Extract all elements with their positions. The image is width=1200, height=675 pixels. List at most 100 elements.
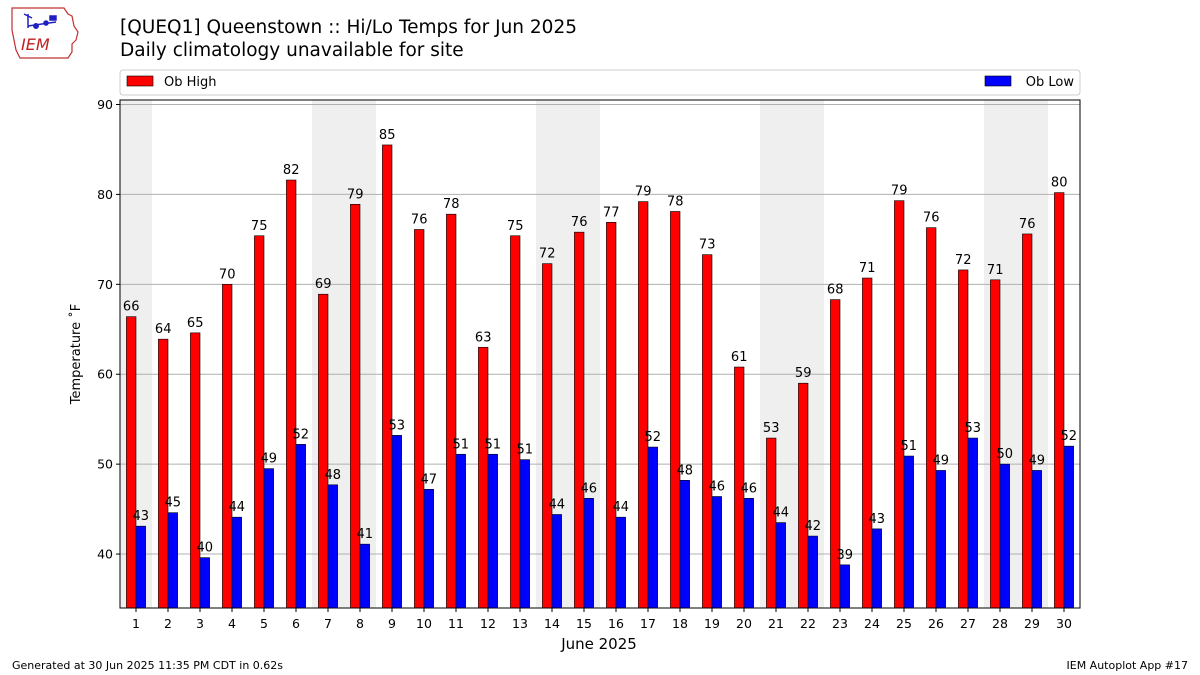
label-low-day-23: 39 xyxy=(837,548,854,563)
label-low-day-29: 49 xyxy=(1029,453,1046,468)
bar-low-day-18 xyxy=(679,480,690,609)
x-tick-label-9: 9 xyxy=(388,616,396,631)
bar-low-day-2 xyxy=(167,512,178,609)
label-low-day-15: 46 xyxy=(581,481,598,496)
bar-low-day-22 xyxy=(807,535,818,609)
bar-low-day-1 xyxy=(135,525,146,609)
y-tick-label-70: 70 xyxy=(97,277,113,292)
bar-low-day-5 xyxy=(263,468,274,609)
label-low-day-17: 52 xyxy=(645,430,662,445)
label-high-day-21: 53 xyxy=(763,421,780,436)
bar-high-day-12 xyxy=(478,346,489,609)
label-high-day-13: 75 xyxy=(507,219,524,234)
bar-high-day-16 xyxy=(606,221,617,609)
bar-low-day-11 xyxy=(455,453,466,609)
label-low-day-19: 46 xyxy=(709,480,726,495)
label-low-day-9: 53 xyxy=(389,418,406,433)
bar-low-day-8 xyxy=(359,543,370,609)
label-high-day-20: 61 xyxy=(731,350,748,365)
app-credit: IEM Autoplot App #17 xyxy=(1066,659,1189,672)
legend-label-high: Ob High xyxy=(164,75,217,90)
x-tick-label-29: 29 xyxy=(1024,616,1040,631)
y-tick-label-50: 50 xyxy=(97,457,113,472)
label-high-day-17: 79 xyxy=(635,185,652,200)
label-high-day-5: 75 xyxy=(251,219,268,234)
x-tick-label-21: 21 xyxy=(768,616,784,631)
bar-high-day-21 xyxy=(766,437,777,609)
label-low-day-21: 44 xyxy=(773,506,790,521)
legend: Ob High Ob Low xyxy=(119,69,1081,96)
label-low-day-27: 53 xyxy=(965,421,982,436)
label-high-day-29: 76 xyxy=(1019,217,1036,232)
label-low-day-10: 47 xyxy=(421,472,438,487)
x-tick-label-7: 7 xyxy=(324,616,332,631)
bar-low-day-14 xyxy=(551,514,562,609)
label-low-day-7: 48 xyxy=(325,468,342,483)
bar-high-day-22 xyxy=(798,382,809,609)
bar-high-day-7 xyxy=(318,293,329,609)
label-high-day-27: 72 xyxy=(955,253,972,268)
bar-high-day-2 xyxy=(158,338,169,609)
legend-box xyxy=(119,69,1081,96)
label-high-day-18: 78 xyxy=(667,194,684,209)
bar-high-day-5 xyxy=(254,235,265,609)
bar-high-day-3 xyxy=(190,332,201,609)
label-high-day-9: 85 xyxy=(379,128,396,143)
bar-high-day-15 xyxy=(574,231,585,609)
plot-frame xyxy=(119,99,1081,609)
legend-label-low: Ob Low xyxy=(1026,75,1075,90)
label-high-day-30: 80 xyxy=(1051,176,1068,191)
legend-swatch-low xyxy=(984,75,1012,87)
label-low-day-30: 52 xyxy=(1061,429,1078,444)
label-high-day-22: 59 xyxy=(795,366,812,381)
label-low-day-1: 43 xyxy=(133,509,150,524)
label-high-day-19: 73 xyxy=(699,238,716,253)
label-high-day-11: 78 xyxy=(443,197,460,212)
bar-low-day-15 xyxy=(583,498,594,609)
bar-labels: 66 43 64 45 65 40 70 44 75 49 82 52 69 48 79 41 85 53 76 47… xyxy=(123,128,1077,563)
bar-low-day-21 xyxy=(775,522,786,609)
label-high-day-1: 66 xyxy=(123,300,140,315)
bar-high-day-26 xyxy=(926,227,937,609)
bar-high-day-19 xyxy=(702,254,713,609)
bar-high-day-30 xyxy=(1054,192,1065,609)
label-low-day-6: 52 xyxy=(293,427,310,442)
label-low-day-8: 41 xyxy=(357,527,374,542)
bar-high-day-14 xyxy=(542,263,553,609)
x-tick-label-15: 15 xyxy=(576,616,592,631)
x-tick-label-20: 20 xyxy=(736,616,752,631)
x-tick-label-13: 13 xyxy=(512,616,528,631)
bar-low-day-30 xyxy=(1063,445,1074,609)
bar-low-day-20 xyxy=(743,498,754,609)
iem-logo-text: IEM xyxy=(21,35,50,54)
x-tick-label-2: 2 xyxy=(164,616,172,631)
bar-low-day-27 xyxy=(967,437,978,609)
x-tick-label-30: 30 xyxy=(1056,616,1072,631)
bar-low-day-6 xyxy=(295,444,306,609)
bar-high-day-6 xyxy=(286,179,297,609)
generated-timestamp: Generated at 30 Jun 2025 11:35 PM CDT in… xyxy=(12,659,284,672)
label-high-day-4: 70 xyxy=(219,267,236,282)
bar-low-day-29 xyxy=(1031,470,1042,609)
label-low-day-2: 45 xyxy=(165,496,182,511)
label-low-day-3: 40 xyxy=(197,541,214,556)
x-tick-label-6: 6 xyxy=(292,616,300,631)
y-tick-label-90: 90 xyxy=(97,97,113,112)
bar-low-day-16 xyxy=(615,516,626,609)
label-high-day-12: 63 xyxy=(475,330,492,345)
bar-low-day-10 xyxy=(423,489,434,609)
label-low-day-25: 51 xyxy=(901,439,918,454)
x-tick-label-25: 25 xyxy=(896,616,912,631)
x-tick-label-5: 5 xyxy=(260,616,268,631)
bar-low-day-7 xyxy=(327,484,338,609)
label-low-day-18: 48 xyxy=(677,463,694,478)
label-low-day-28: 50 xyxy=(997,447,1014,462)
bar-low-day-4 xyxy=(231,516,242,609)
label-low-day-4: 44 xyxy=(229,500,246,515)
label-low-day-11: 51 xyxy=(453,437,470,452)
bar-high-day-4 xyxy=(222,284,233,609)
label-low-day-14: 44 xyxy=(549,497,566,512)
x-tick-label-12: 12 xyxy=(480,616,496,631)
bar-high-day-10 xyxy=(414,229,425,609)
